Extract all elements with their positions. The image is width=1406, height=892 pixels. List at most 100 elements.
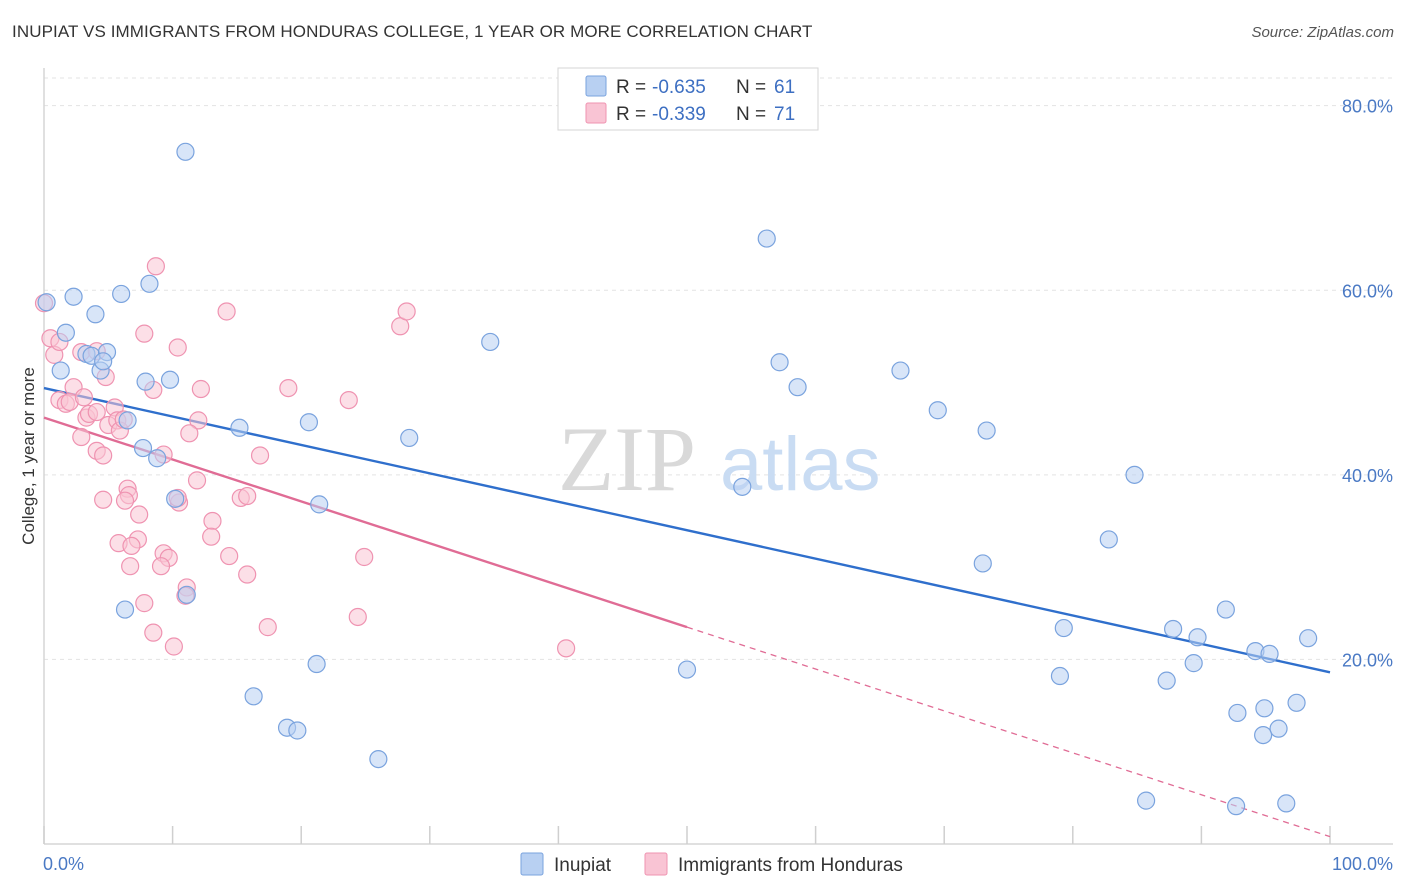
chart-title: INUPIAT VS IMMIGRANTS FROM HONDURAS COLL… bbox=[12, 22, 813, 41]
inupiat-point-26 bbox=[928, 401, 947, 420]
inupiat-point-41 bbox=[1260, 644, 1279, 663]
legend-swatch-inupiat bbox=[585, 75, 607, 97]
inupiat-point-3 bbox=[112, 284, 131, 304]
honduras-point-50 bbox=[122, 536, 141, 556]
honduras-point-41 bbox=[115, 491, 135, 510]
inupiat-point-46 bbox=[1157, 671, 1176, 690]
inupiat-point-24 bbox=[788, 378, 807, 397]
legend-r-value-2: -0.339 bbox=[652, 104, 706, 125]
honduras-point-44 bbox=[203, 511, 222, 531]
inupiat-point-19 bbox=[148, 449, 167, 468]
inupiat-point-56 bbox=[369, 749, 388, 769]
inupiat-point-12 bbox=[94, 352, 113, 371]
honduras-point-66 bbox=[557, 639, 576, 658]
inupiat-point-22 bbox=[757, 229, 776, 248]
inupiat-point-17 bbox=[299, 413, 319, 432]
inupiat-point-39 bbox=[1188, 628, 1207, 647]
trend-line-inupiat bbox=[43, 386, 1331, 674]
x-tick-labels: 0.0% 100.0% bbox=[43, 854, 1393, 874]
x-tick-label-min: 0.0% bbox=[43, 854, 84, 874]
y-tick-label-2: 60.0% bbox=[1342, 281, 1393, 301]
honduras-point-28 bbox=[191, 379, 210, 399]
honduras-point-21 bbox=[94, 446, 113, 465]
inupiat-point-42 bbox=[1299, 629, 1318, 648]
legend-r-label-2: R = bbox=[616, 104, 646, 125]
inupiat-point-20 bbox=[400, 428, 419, 448]
inupiat-point-53 bbox=[288, 721, 307, 740]
honduras-point-30 bbox=[180, 424, 199, 443]
inupiat-point-30 bbox=[310, 495, 329, 514]
inupiat-point-23 bbox=[770, 353, 789, 372]
source-label: Source: ZipAtlas.com bbox=[1251, 24, 1394, 41]
inupiat-point-4 bbox=[140, 274, 159, 293]
inupiat-point-13 bbox=[136, 372, 155, 391]
honduras-point-63 bbox=[164, 637, 183, 656]
stats-legend: R = -0.635 N = 61 R = -0.339 N = 71 bbox=[557, 67, 819, 131]
inupiat-point-32 bbox=[1099, 530, 1118, 549]
legend-r-label-1: R = bbox=[616, 77, 646, 98]
honduras-point-57 bbox=[238, 565, 257, 584]
honduras-point-56 bbox=[151, 557, 171, 576]
honduras-point-62 bbox=[144, 623, 163, 642]
honduras-point-52 bbox=[220, 546, 239, 566]
honduras-point-26 bbox=[168, 338, 187, 357]
inupiat-point-6 bbox=[56, 323, 75, 342]
inupiat-point-36 bbox=[1054, 618, 1073, 638]
honduras-point-19 bbox=[72, 427, 91, 447]
watermark-zip: ZIP bbox=[558, 408, 696, 510]
honduras-point-33 bbox=[279, 378, 298, 398]
inupiat-point-33 bbox=[973, 554, 992, 573]
honduras-point-36 bbox=[397, 302, 416, 321]
inupiat-point-58 bbox=[1227, 797, 1246, 816]
honduras-point-24 bbox=[135, 324, 154, 343]
honduras-point-34 bbox=[339, 390, 358, 410]
bottom-legend-label-honduras: Immigrants from Honduras bbox=[678, 855, 903, 876]
inupiat-point-54 bbox=[1254, 725, 1273, 745]
honduras-point-64 bbox=[258, 618, 277, 637]
inupiat-point-28 bbox=[1125, 465, 1144, 484]
inupiat-point-45 bbox=[1050, 666, 1070, 686]
x-tick-label-max: 100.0% bbox=[1332, 854, 1393, 874]
inupiat-point-38 bbox=[1216, 600, 1235, 619]
y-axis-label: College, 1 year or more bbox=[19, 367, 38, 545]
legend-swatch-honduras bbox=[585, 102, 607, 124]
inupiat-point-21 bbox=[481, 332, 500, 352]
inupiat-point-34 bbox=[115, 600, 135, 619]
inupiat-point-25 bbox=[891, 361, 910, 380]
honduras-point-8 bbox=[74, 388, 93, 407]
honduras-point-43 bbox=[130, 505, 149, 524]
inupiat-point-49 bbox=[1228, 703, 1247, 723]
inupiat-point-18 bbox=[133, 438, 153, 458]
inupiat-point-15 bbox=[118, 411, 137, 430]
honduras-point-51 bbox=[202, 527, 221, 546]
inupiat-point-57 bbox=[1137, 791, 1156, 810]
honduras-point-32 bbox=[250, 446, 270, 465]
honduras-point-55 bbox=[121, 557, 140, 576]
inupiat-point-51 bbox=[1287, 693, 1306, 712]
honduras-point-27 bbox=[217, 302, 236, 321]
inupiat-point-44 bbox=[677, 660, 697, 679]
inupiat-point-10 bbox=[51, 361, 70, 380]
series-inupiat-points bbox=[37, 142, 1318, 816]
inupiat-point-37 bbox=[1164, 619, 1183, 639]
y-tick-label-1: 40.0% bbox=[1342, 466, 1393, 486]
series-legend: Inupiat Immigrants from Honduras bbox=[520, 852, 903, 876]
inupiat-point-16 bbox=[230, 418, 249, 437]
inupiat-point-27 bbox=[977, 421, 996, 440]
legend-r-value-1: -0.635 bbox=[652, 77, 706, 98]
inupiat-point-0 bbox=[176, 142, 195, 161]
trend-line-honduras-dashed bbox=[686, 626, 1331, 838]
bottom-legend-label-inupiat: Inupiat bbox=[554, 855, 612, 876]
bottom-legend-swatch-honduras bbox=[644, 852, 668, 876]
bottom-legend-swatch-inupiat bbox=[520, 852, 544, 876]
series-honduras-points bbox=[34, 257, 576, 658]
honduras-point-25 bbox=[146, 257, 165, 276]
honduras-point-46 bbox=[238, 486, 257, 506]
honduras-point-65 bbox=[348, 607, 367, 627]
honduras-point-11 bbox=[87, 402, 106, 422]
inupiat-point-5 bbox=[86, 305, 105, 324]
y-tick-label-3: 80.0% bbox=[1342, 97, 1393, 117]
inupiat-point-48 bbox=[244, 687, 263, 706]
inupiat-point-29 bbox=[166, 489, 185, 508]
